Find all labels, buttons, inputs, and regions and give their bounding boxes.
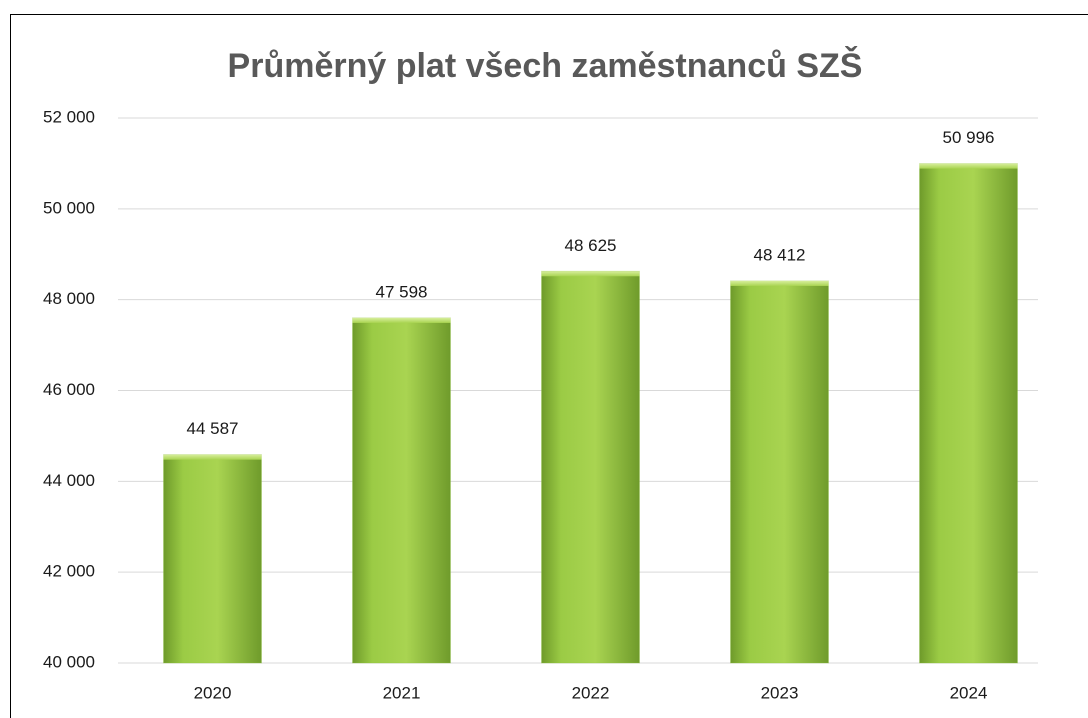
bar: [163, 454, 262, 664]
x-tick-label: 2022: [572, 683, 610, 702]
data-label: 44 587: [187, 419, 239, 438]
y-tick-label: 48 000: [43, 289, 95, 308]
bar-highlight: [352, 317, 451, 323]
y-tick-label: 42 000: [43, 562, 95, 581]
bar-highlight: [163, 454, 262, 460]
data-label: 48 412: [754, 245, 806, 264]
y-tick-label: 50 000: [43, 198, 95, 217]
chart-title: Průměrný plat všech zaměstnanců SZŠ: [228, 46, 863, 85]
bar: [541, 270, 640, 664]
x-tick-label: 2023: [761, 683, 799, 702]
bar: [352, 317, 451, 664]
y-tick-label: 52 000: [43, 107, 95, 126]
bar-highlight: [541, 271, 640, 277]
bar: [919, 163, 1018, 664]
bar: [730, 280, 829, 664]
x-tick-label: 2024: [950, 683, 988, 702]
data-label: 47 598: [376, 282, 428, 301]
bar-highlight: [730, 280, 829, 286]
y-tick-label: 40 000: [43, 652, 95, 671]
y-tick-label: 46 000: [43, 380, 95, 399]
y-tick-label: 44 000: [43, 471, 95, 490]
bar-highlight: [919, 163, 1018, 169]
x-tick-label: 2020: [194, 683, 232, 702]
data-label: 50 996: [943, 128, 995, 147]
x-tick-label: 2021: [383, 683, 421, 702]
data-label: 48 625: [565, 236, 617, 255]
